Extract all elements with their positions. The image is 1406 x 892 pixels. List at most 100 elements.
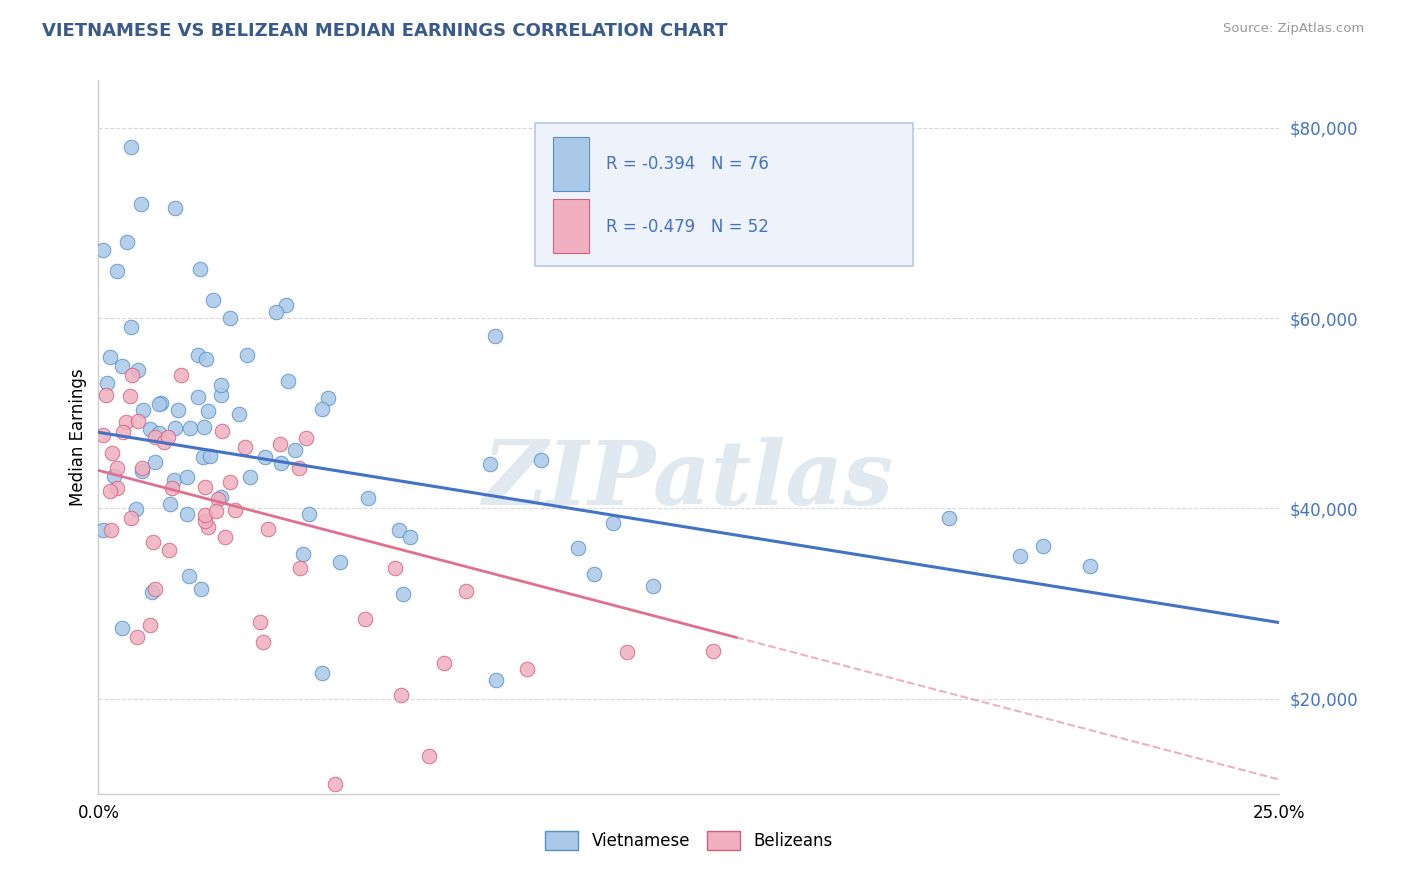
Point — [105, 461, 128, 475]
Point — [209, 387, 232, 401]
Point — [356, 491, 378, 505]
Point — [201, 293, 224, 308]
Point — [132, 402, 155, 417]
Point — [583, 567, 606, 582]
Text: R = -0.394   N = 76: R = -0.394 N = 76 — [606, 155, 769, 173]
Point — [187, 391, 209, 405]
Point — [1032, 540, 1054, 554]
Point — [179, 421, 201, 435]
Point — [288, 561, 311, 575]
Point — [235, 440, 257, 454]
Point — [211, 425, 233, 439]
Point — [100, 446, 122, 460]
Point — [105, 263, 128, 277]
Point — [198, 449, 221, 463]
Point — [389, 688, 412, 702]
Point — [156, 429, 179, 443]
Point — [143, 430, 166, 444]
Point — [530, 453, 553, 467]
Point — [479, 457, 502, 471]
Point — [111, 425, 134, 439]
Point — [114, 415, 136, 429]
Point — [91, 428, 114, 442]
Point — [160, 481, 183, 495]
Point — [249, 615, 271, 630]
Text: ZIPatlas: ZIPatlas — [484, 437, 894, 523]
FancyBboxPatch shape — [553, 137, 589, 191]
Point — [602, 516, 624, 530]
Point — [170, 368, 193, 383]
Point — [176, 469, 198, 483]
Point — [329, 555, 352, 569]
Point — [485, 673, 508, 687]
Point — [236, 348, 259, 362]
Point — [118, 389, 141, 403]
Legend: Vietnamese, Belizeans: Vietnamese, Belizeans — [538, 824, 839, 857]
Point — [224, 503, 246, 517]
Point — [127, 414, 149, 428]
Point — [256, 523, 278, 537]
Point — [252, 634, 274, 648]
Point — [142, 534, 165, 549]
Text: R = -0.479   N = 52: R = -0.479 N = 52 — [606, 218, 769, 235]
Point — [111, 359, 134, 373]
Point — [516, 662, 538, 676]
Point — [96, 376, 118, 390]
Point — [157, 543, 180, 558]
Point — [392, 587, 415, 601]
Point — [316, 392, 339, 406]
Point — [194, 508, 217, 522]
Point — [354, 612, 377, 626]
Point — [323, 777, 346, 791]
Point — [193, 420, 215, 434]
Point — [165, 201, 187, 215]
Point — [284, 443, 307, 458]
Point — [418, 748, 440, 763]
Point — [131, 464, 153, 478]
Point — [131, 461, 153, 475]
Point — [433, 656, 456, 670]
Point — [270, 456, 292, 470]
Point — [197, 519, 219, 533]
Point — [454, 583, 477, 598]
Point — [207, 491, 229, 506]
Point — [98, 483, 121, 498]
Point — [148, 397, 170, 411]
Point — [297, 507, 319, 521]
Point — [209, 490, 232, 504]
Point — [152, 435, 174, 450]
Point — [125, 502, 148, 516]
Point — [209, 378, 232, 392]
Point — [219, 310, 242, 325]
Point — [1080, 558, 1102, 573]
Point — [269, 437, 291, 451]
Point — [214, 530, 236, 544]
Point — [91, 523, 114, 537]
Point — [291, 547, 314, 561]
Point — [94, 388, 117, 402]
Point — [115, 235, 138, 249]
Point — [1008, 549, 1031, 563]
Point — [143, 454, 166, 468]
Point — [288, 461, 311, 475]
FancyBboxPatch shape — [536, 123, 914, 266]
Point — [702, 644, 724, 658]
Point — [264, 304, 287, 318]
Point — [295, 431, 318, 445]
Point — [98, 350, 121, 364]
Point — [105, 482, 128, 496]
Point — [159, 496, 181, 510]
Point — [384, 560, 406, 574]
Point — [484, 329, 506, 343]
Point — [163, 421, 186, 435]
Point — [239, 470, 262, 484]
Point — [191, 450, 214, 464]
Point — [197, 404, 219, 418]
Point — [567, 541, 589, 555]
Point — [148, 425, 170, 440]
Point — [179, 569, 201, 583]
Point — [91, 243, 114, 257]
Point — [219, 475, 242, 489]
Point — [121, 368, 143, 383]
Point — [194, 480, 217, 494]
